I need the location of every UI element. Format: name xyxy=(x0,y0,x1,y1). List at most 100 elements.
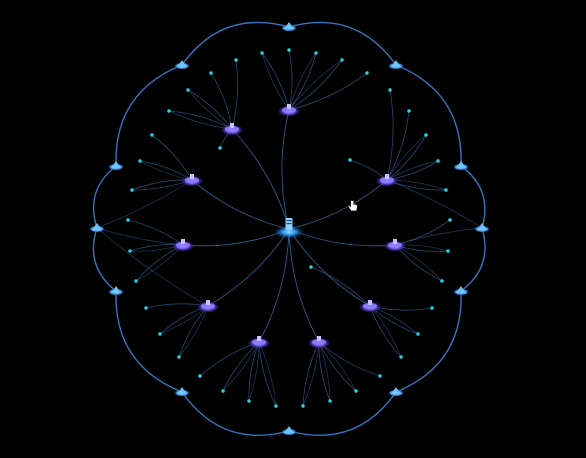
graph-edge xyxy=(92,165,117,229)
leaf-dot xyxy=(424,133,428,137)
hub-disc-icon[interactable] xyxy=(172,239,194,252)
leaf-dot xyxy=(260,51,264,55)
leaf-dot xyxy=(301,404,305,408)
graph-edge xyxy=(258,341,277,407)
hub-disc-icon[interactable] xyxy=(359,300,381,313)
graph-edge xyxy=(181,21,290,66)
cloud-node-icon[interactable] xyxy=(174,60,190,70)
hub-disc-icon[interactable] xyxy=(197,300,219,313)
leaf-dot xyxy=(328,399,332,403)
graph-edge xyxy=(178,305,209,358)
cloud-node-icon[interactable] xyxy=(174,387,190,397)
graph-edge xyxy=(207,228,290,307)
leaf-dot xyxy=(399,355,403,359)
leaf-dot xyxy=(365,71,369,75)
graph-edge xyxy=(258,228,290,343)
cloud-node-icon[interactable] xyxy=(281,22,297,32)
cloud-node-icon[interactable] xyxy=(453,286,469,296)
cloud-node-icon[interactable] xyxy=(108,286,124,296)
graph-edge xyxy=(460,227,486,292)
leaf-dot xyxy=(126,218,130,222)
graph-edge xyxy=(394,227,483,246)
leaf-dot xyxy=(234,58,238,62)
hub-disc-icon[interactable] xyxy=(221,123,243,136)
graph-edge xyxy=(318,341,331,402)
leaf-dot xyxy=(444,188,448,192)
graph-edge xyxy=(395,290,462,393)
leaf-dot xyxy=(378,374,382,378)
graph-edge xyxy=(187,89,233,130)
mid-nodes xyxy=(172,104,406,349)
graph-edge xyxy=(96,179,193,229)
graph-edge xyxy=(460,165,486,229)
leaf-dot xyxy=(128,249,132,253)
graph-edge xyxy=(395,64,462,167)
cloud-node-icon[interactable] xyxy=(108,161,124,171)
cloud-node-icon[interactable] xyxy=(388,60,404,70)
graph-edge xyxy=(258,341,277,407)
leaf-dot xyxy=(354,389,358,393)
hub-disc-icon[interactable] xyxy=(181,174,203,187)
hub-disc-icon[interactable] xyxy=(278,104,300,117)
leaf-dot xyxy=(221,389,225,393)
cloud-node-icon[interactable] xyxy=(453,161,469,171)
graph-edge xyxy=(199,341,260,377)
graph-edge xyxy=(187,89,233,130)
hub-disc-icon[interactable] xyxy=(376,174,398,187)
graph-edge xyxy=(386,110,410,181)
hub-disc-icon[interactable] xyxy=(248,336,270,349)
graph-edge xyxy=(386,89,394,181)
hub-disc-icon[interactable] xyxy=(308,336,330,349)
cloud-node-icon[interactable] xyxy=(89,223,105,233)
leaf-dot xyxy=(138,159,142,163)
leaf-dot xyxy=(158,332,162,336)
graph-edge xyxy=(288,59,343,111)
leaf-dot xyxy=(430,306,434,310)
leaf-dot xyxy=(177,355,181,359)
cloud-node-icon[interactable] xyxy=(388,387,404,397)
graph-edge xyxy=(261,52,290,111)
inner-edges xyxy=(96,49,483,407)
leaf-dot xyxy=(407,109,411,113)
leaf-dot xyxy=(448,218,452,222)
leaf-dot xyxy=(440,279,444,283)
graph-edge xyxy=(302,341,320,407)
central-server-node[interactable] xyxy=(273,218,305,239)
outer-ring-nodes xyxy=(89,22,490,436)
leaf-dot xyxy=(416,332,420,336)
graph-edge xyxy=(310,266,371,307)
graph-edge xyxy=(288,21,397,66)
leaf-dot xyxy=(218,146,222,150)
graph-edge xyxy=(151,134,193,181)
graph-edge xyxy=(178,305,209,358)
graph-edge xyxy=(115,290,183,393)
leaf-dot xyxy=(134,279,138,283)
leaf-dot xyxy=(287,48,291,52)
cloud-node-icon[interactable] xyxy=(474,223,490,233)
graph-edge xyxy=(386,179,483,229)
graph-edge xyxy=(288,52,317,111)
graph-edge xyxy=(288,52,317,111)
leaf-dot xyxy=(314,51,318,55)
graph-edge xyxy=(288,228,320,343)
hand-pointer-icon xyxy=(347,199,358,212)
leaf-dot xyxy=(340,58,344,62)
cloud-node-icon[interactable] xyxy=(281,426,297,436)
graph-edge xyxy=(231,59,239,130)
graph-edge xyxy=(231,128,290,230)
leaf-dot xyxy=(167,109,171,113)
leaf-dot xyxy=(309,265,313,269)
graph-edge xyxy=(168,110,233,130)
graph-edge xyxy=(318,341,331,402)
graph-edge xyxy=(369,305,402,358)
leaf-dot xyxy=(274,404,278,408)
graph-edge xyxy=(288,59,343,111)
leaf-dot xyxy=(446,249,450,253)
hub-disc-icon[interactable] xyxy=(384,239,406,252)
leaf-dot xyxy=(209,71,213,75)
leaf-dot xyxy=(144,306,148,310)
server-icon[interactable] xyxy=(273,218,305,239)
graph-edge xyxy=(369,305,402,358)
